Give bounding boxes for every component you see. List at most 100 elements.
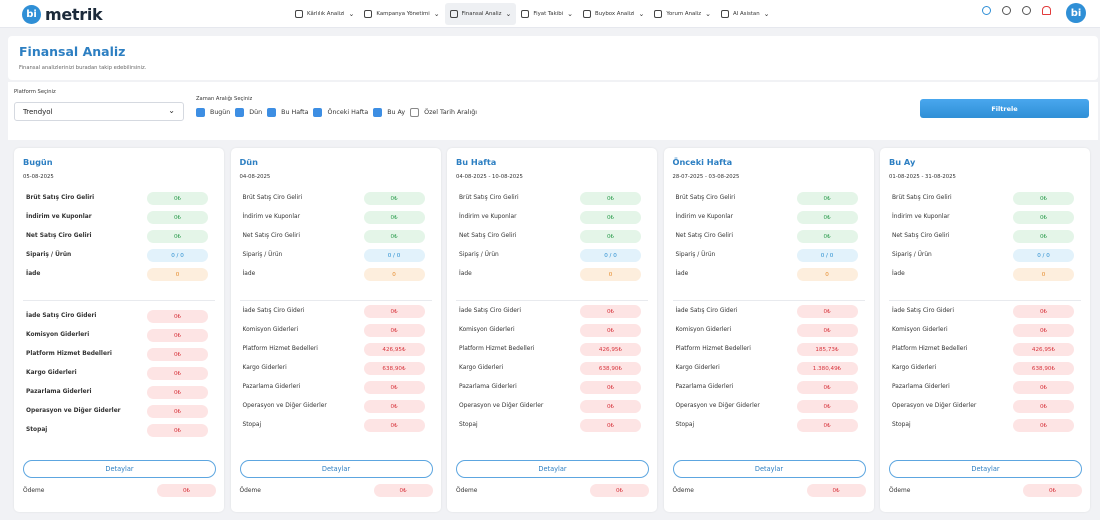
expense-row: Operasyon ve Diğer Giderler 0₺ xyxy=(26,405,216,419)
metric-row: Brüt Satış Ciro Geliri 0₺ xyxy=(459,192,649,206)
nav-item[interactable]: AI Asistan ⌄ xyxy=(716,3,775,25)
expense-row: Stopaj 0₺ xyxy=(243,419,433,433)
expense-label: Komisyon Giderleri xyxy=(242,327,299,333)
range-option[interactable]: Bugün xyxy=(196,108,230,117)
expense-label: Kargo Giderleri xyxy=(892,365,937,371)
expense-value-badge: 0₺ xyxy=(796,419,858,432)
expense-value-badge: 0₺ xyxy=(796,305,858,318)
expense-value-badge: 0₺ xyxy=(580,305,641,318)
filter-button[interactable]: Filtrele xyxy=(920,99,1089,118)
expense-value-badge: 0₺ xyxy=(1013,419,1074,432)
metric-label: İndirim ve Kuponlar xyxy=(892,214,950,220)
card-date: 04-08-2025 xyxy=(239,174,271,180)
checkbox[interactable] xyxy=(313,108,323,117)
chevron-down-icon: ⌄ xyxy=(763,10,770,18)
nav-item[interactable]: Kampanya Yönetimi ⌄ xyxy=(359,3,444,25)
expense-row: Komisyon Giderleri 0₺ xyxy=(676,324,866,338)
period-card: Önceki Hafta 28-07-2025 - 03-08-2025 Brüt … xyxy=(663,148,874,512)
card-date: 05-08-2025 xyxy=(23,174,54,180)
expense-label: İade Satış Ciro Gideri xyxy=(675,308,738,314)
range-option[interactable]: Bu Ay xyxy=(373,108,405,117)
nav-item[interactable]: Yorum Analiz ⌄ xyxy=(649,3,716,25)
nav-item-label: Fiyat Takibi xyxy=(533,11,564,17)
expense-label: Operasyon ve Diğer Giderler xyxy=(459,403,544,409)
expense-value-badge: 426,95₺ xyxy=(1013,343,1074,356)
metric-label: İade xyxy=(459,271,472,277)
metric-label: İade xyxy=(26,271,41,277)
period-card: Dün 04-08-2025 Brüt Satış Ciro Geliri 0₺ İnd… xyxy=(230,148,441,512)
details-button[interactable]: Detaylar xyxy=(889,460,1082,478)
range-option[interactable]: Önceki Hafta xyxy=(313,108,368,117)
expense-value-badge: 0₺ xyxy=(147,348,208,361)
divider xyxy=(456,300,648,301)
nav-item[interactable]: Buybox Analizi ⌄ xyxy=(578,3,649,25)
metric-label: Net Satış Ciro Geliri xyxy=(675,233,734,239)
platform-label: Platform Seçiniz xyxy=(14,89,56,95)
expense-label: Stopaj xyxy=(26,427,48,433)
expense-value-badge: 0₺ xyxy=(363,400,425,413)
details-button[interactable]: Detaylar xyxy=(672,460,866,478)
expense-value-badge: 0₺ xyxy=(580,324,641,337)
metric-row: Net Satış Ciro Geliri 0₺ xyxy=(243,230,433,244)
metric-value-badge: 0 xyxy=(796,268,858,281)
sun-icon[interactable] xyxy=(1022,6,1031,15)
payment-label: Ödeme xyxy=(239,488,261,494)
checkbox[interactable] xyxy=(410,108,420,117)
metric-row: Brüt Satış Ciro Geliri 0₺ xyxy=(892,192,1082,206)
metric-row: Brüt Satış Ciro Geliri 0₺ xyxy=(676,192,866,206)
expense-value-badge: 0₺ xyxy=(1013,400,1074,413)
chevron-down-icon: ⌄ xyxy=(505,10,512,18)
expense-row: İade Satış Ciro Gideri 0₺ xyxy=(26,310,216,324)
card-date: 28-07-2025 - 03-08-2025 xyxy=(672,174,740,180)
expense-label: Stopaj xyxy=(459,422,478,428)
expense-row: Platform Hizmet Bedelleri 185,73₺ xyxy=(676,343,866,357)
expense-value-badge: 0₺ xyxy=(147,329,208,342)
metric-value-badge: 0₺ xyxy=(1013,192,1074,205)
details-button[interactable]: Detaylar xyxy=(239,460,433,478)
expense-value-badge: 638,90₺ xyxy=(580,362,641,375)
platform-select-value: Trendyol xyxy=(23,108,53,116)
metric-value-badge: 0₺ xyxy=(796,211,858,224)
metric-value-badge: 0 xyxy=(1013,268,1074,281)
user-icon[interactable] xyxy=(982,6,991,15)
details-button[interactable]: Detaylar xyxy=(23,460,216,478)
range-option[interactable]: Dün xyxy=(235,108,262,117)
nav-item[interactable]: Kârlılık Analizi ⌄ xyxy=(290,3,359,25)
nav-item[interactable]: Fiyat Takibi ⌄ xyxy=(516,3,578,25)
globe-icon[interactable] xyxy=(1002,6,1011,15)
expense-row: Komisyon Giderleri 0₺ xyxy=(26,329,216,343)
logo[interactable]: bi metrik xyxy=(22,4,103,24)
payment-value-badge: 0₺ xyxy=(806,484,866,497)
details-button[interactable]: Detaylar xyxy=(456,460,649,478)
metric-value-badge: 0 / 0 xyxy=(796,249,858,262)
range-option[interactable]: Bu Hafta xyxy=(267,108,308,117)
expense-row: Stopaj 0₺ xyxy=(892,419,1082,433)
expense-value-badge: 0₺ xyxy=(363,324,425,337)
divider xyxy=(672,300,865,301)
metric-row: Sipariş / Ürün 0 / 0 xyxy=(459,249,649,263)
checkbox[interactable] xyxy=(196,108,205,117)
metric-value-badge: 0₺ xyxy=(363,230,425,243)
expense-value-badge: 0₺ xyxy=(580,381,641,394)
expense-row: Pazarlama Giderleri 0₺ xyxy=(26,386,216,400)
metric-label: Brüt Satış Ciro Geliri xyxy=(675,195,736,201)
expense-row: Kargo Giderleri 638,90₺ xyxy=(892,362,1082,376)
platform-select[interactable]: Trendyol ⌄ xyxy=(14,102,184,121)
checkbox[interactable] xyxy=(267,108,277,117)
checkbox[interactable] xyxy=(235,108,245,117)
expense-label: Kargo Giderleri xyxy=(459,365,504,371)
checkbox[interactable] xyxy=(373,108,383,117)
range-option[interactable]: Özel Tarih Aralığı xyxy=(410,108,477,117)
avatar[interactable]: bi xyxy=(1066,3,1086,23)
finance-icon xyxy=(449,10,458,18)
expense-label: Pazarlama Giderleri xyxy=(26,389,92,395)
metric-label: Sipariş / Ürün xyxy=(26,252,72,258)
expense-value-badge: 0₺ xyxy=(796,324,858,337)
metric-label: İndirim ve Kuponlar xyxy=(242,214,301,220)
expense-row: Pazarlama Giderleri 0₺ xyxy=(892,381,1082,395)
payment-label: Ödeme xyxy=(672,488,694,494)
expense-value-badge: 0₺ xyxy=(1013,381,1074,394)
bell-icon[interactable] xyxy=(1042,6,1051,15)
nav-item[interactable]: Finansal Analiz ⌄ xyxy=(444,3,517,25)
range-option-label: Bu Hafta xyxy=(281,109,309,116)
